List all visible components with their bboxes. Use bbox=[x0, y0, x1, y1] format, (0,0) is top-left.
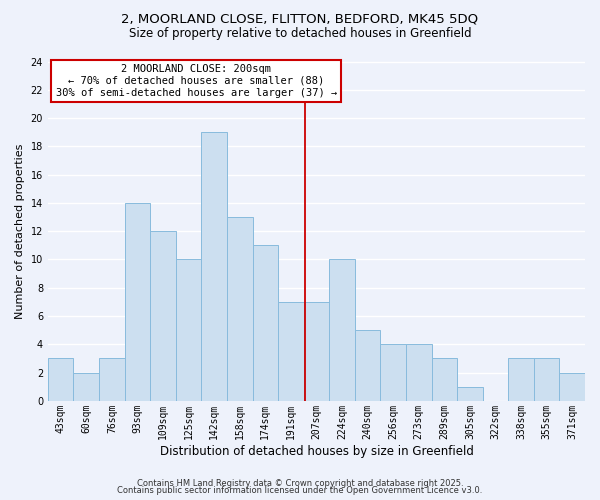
Bar bbox=[73, 372, 99, 401]
X-axis label: Distribution of detached houses by size in Greenfield: Distribution of detached houses by size … bbox=[160, 444, 473, 458]
Bar bbox=[406, 344, 431, 401]
Y-axis label: Number of detached properties: Number of detached properties bbox=[15, 144, 25, 319]
Text: Contains public sector information licensed under the Open Government Licence v3: Contains public sector information licen… bbox=[118, 486, 482, 495]
Bar bbox=[227, 217, 253, 401]
Bar bbox=[457, 387, 482, 401]
Bar bbox=[278, 302, 304, 401]
Bar bbox=[304, 302, 329, 401]
Bar bbox=[150, 231, 176, 401]
Bar bbox=[99, 358, 125, 401]
Bar bbox=[355, 330, 380, 401]
Bar bbox=[431, 358, 457, 401]
Text: 2, MOORLAND CLOSE, FLITTON, BEDFORD, MK45 5DQ: 2, MOORLAND CLOSE, FLITTON, BEDFORD, MK4… bbox=[121, 12, 479, 26]
Bar bbox=[202, 132, 227, 401]
Bar bbox=[253, 246, 278, 401]
Text: Contains HM Land Registry data © Crown copyright and database right 2025.: Contains HM Land Registry data © Crown c… bbox=[137, 478, 463, 488]
Bar bbox=[380, 344, 406, 401]
Bar bbox=[534, 358, 559, 401]
Bar bbox=[176, 260, 202, 401]
Text: Size of property relative to detached houses in Greenfield: Size of property relative to detached ho… bbox=[128, 28, 472, 40]
Bar bbox=[559, 372, 585, 401]
Bar bbox=[508, 358, 534, 401]
Bar bbox=[48, 358, 73, 401]
Bar bbox=[329, 260, 355, 401]
Text: 2 MOORLAND CLOSE: 200sqm
← 70% of detached houses are smaller (88)
30% of semi-d: 2 MOORLAND CLOSE: 200sqm ← 70% of detach… bbox=[56, 64, 337, 98]
Bar bbox=[125, 203, 150, 401]
